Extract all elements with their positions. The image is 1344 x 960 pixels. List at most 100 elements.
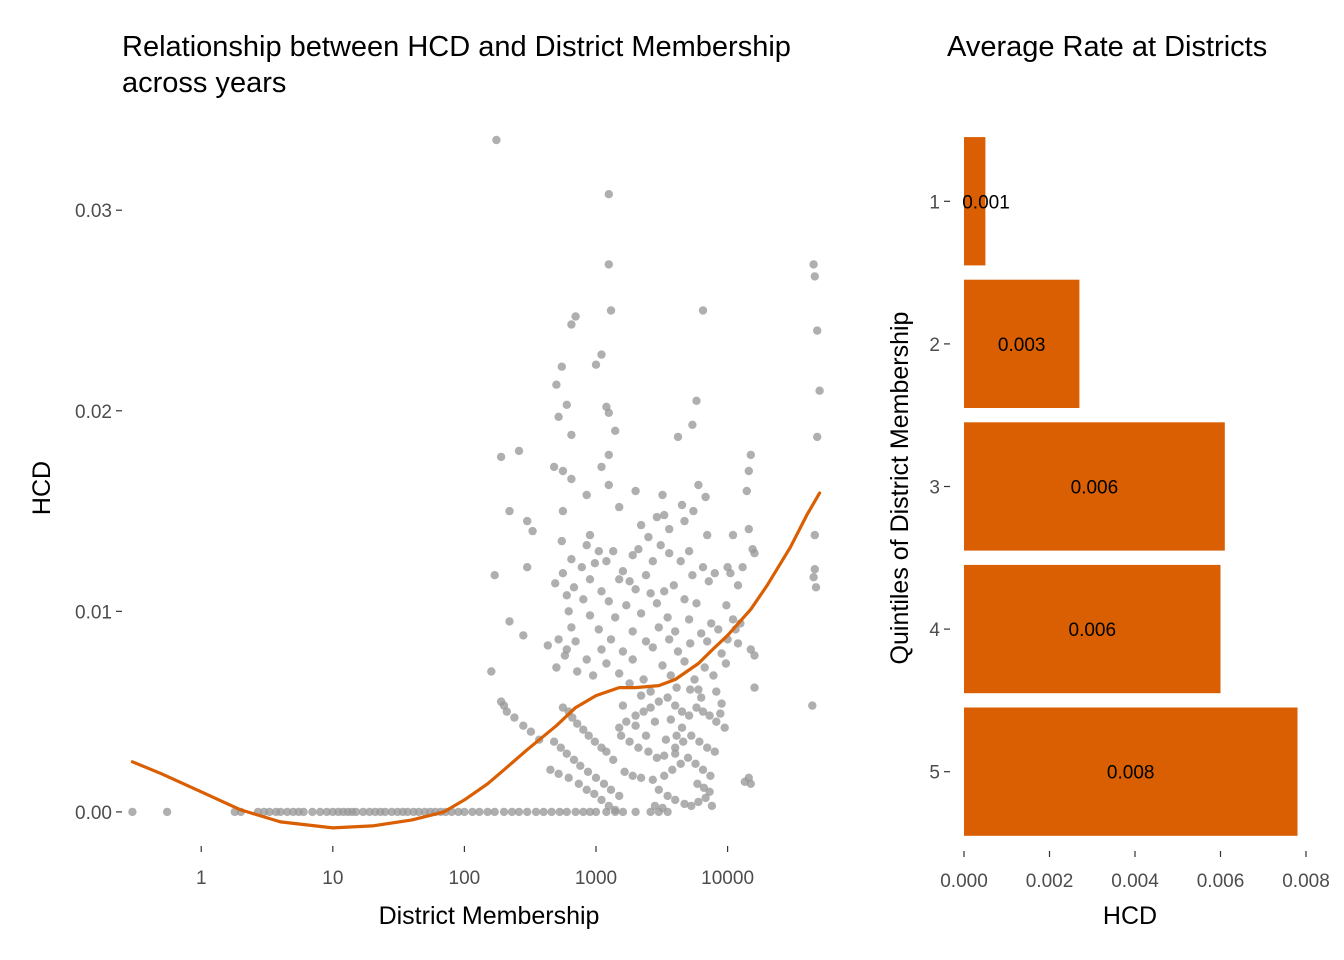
scatter-point [811,583,821,592]
bar-y-tick-label: 3 [929,478,940,499]
scatter-point [742,486,751,496]
bar-y-tick-label: 4 [929,620,940,641]
scatter-point [585,611,595,620]
bar-quintile-2 [964,279,1080,408]
scatter-point [568,713,577,722]
scatter-point [665,635,674,644]
scatter-point [707,619,716,628]
scatter-point [604,480,613,490]
scatter-point [574,779,583,788]
bar-panel: Average Rate at Districts 0.0010.0030.00… [886,31,1330,930]
scatter-point [717,699,726,708]
scatter-point [692,703,701,712]
scatter-point [628,655,637,664]
scatter-point [609,755,618,764]
scatter-point [618,567,628,576]
scatter-point [648,775,657,784]
scatter-point [454,807,463,817]
scatter-point [604,260,613,269]
scatter-point [597,587,606,596]
scatter-point [276,807,285,817]
scatter-point [712,687,721,696]
scatter-point [646,703,655,712]
scatter-point [813,326,822,335]
scatter-x-axis: 1 10 100 1000 10000 [196,846,754,889]
scatter-point [705,787,714,796]
bar-value-label: 0.008 [1107,763,1155,784]
trend-line [130,491,822,830]
scatter-x-axis-title: District Membership [379,902,600,930]
scatter-point [703,743,712,752]
scatter-point [683,753,693,762]
scatter-point [648,557,657,566]
scatter-point [403,807,412,817]
scatter-point [746,450,755,460]
scatter-point [571,312,580,321]
scatter-point [672,683,681,692]
scatter-point [299,807,308,817]
scatter-point [588,671,598,680]
scatter-point [579,807,588,817]
scatter-point [597,350,606,359]
scatter-point [611,805,620,815]
scatter-point [661,735,671,744]
scatter-point [663,693,672,702]
scatter-point [615,791,624,801]
scatter-point [634,545,643,554]
scatter-point [496,452,506,462]
scatter-point [680,516,689,526]
scatter-point [381,807,390,817]
scatter-point [582,541,591,550]
scatter-point [694,480,703,490]
scatter-point [744,524,753,534]
scatter-point [692,599,701,608]
scatter-point [585,807,595,817]
scatter-point [483,807,492,817]
scatter-point [585,575,595,584]
scatter-point [676,557,685,566]
scatter-point [684,711,694,720]
scatter-y-tick-label: 0.00 [75,803,112,824]
scatter-point [810,565,819,574]
scatter-point [468,807,477,817]
scatter-point [499,807,509,817]
scatter-point [590,737,600,746]
scatter-point [265,807,274,817]
scatter-point [414,807,423,817]
scatter-point [579,725,588,734]
scatter-point [546,765,555,774]
scatter-x-tick-label: 10000 [701,868,754,889]
scatter-y-tick-label: 0.02 [75,402,112,423]
scatter-point [552,380,561,389]
scatter-point [505,617,514,626]
scatter-point [579,595,588,604]
scatter-point [615,723,624,732]
scatter-point [703,637,712,646]
scatter-point [547,807,556,817]
scatter-point [697,629,706,638]
scatter-point [604,597,613,606]
scatter-point [487,667,496,676]
scatter-title-line-1: Relationship between HCD and District Me… [122,31,791,63]
scatter-y-axis-title: HCD [28,461,56,515]
scatter-point [604,450,613,460]
scatter-point [712,717,721,726]
scatter-point [688,571,697,580]
scatter-point [551,579,560,588]
bar-value-label: 0.006 [1071,478,1119,499]
scatter-point [684,547,694,556]
scatter-point [634,743,643,752]
scatter-point [705,711,714,720]
scatter-point [677,723,687,732]
scatter-point [571,807,580,817]
scatter-point [582,655,591,664]
scatter-point [490,807,499,817]
scatter-point [526,727,536,736]
scatter-point [717,649,726,658]
scatter-point [656,541,665,550]
scatter-point [658,661,667,670]
scatter-point [689,506,698,516]
scatter-point [609,547,618,556]
scatter-point [644,532,653,542]
scatter-point [687,731,696,740]
